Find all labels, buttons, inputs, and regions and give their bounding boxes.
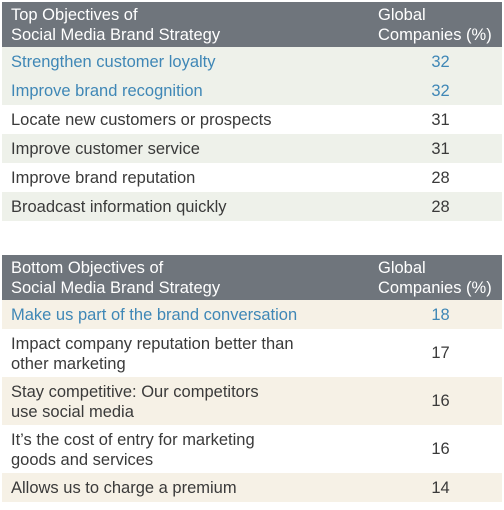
top-table-header-objectives: Top Objectives of Social Media Brand Str…: [2, 5, 372, 45]
header-line: Global: [378, 5, 426, 24]
table-row: Improve customer service 31: [2, 134, 502, 163]
table-row: Locate new customers or prospects 31: [2, 105, 502, 134]
row-value: 31: [431, 110, 450, 129]
bottom-table-header: Bottom Objectives of Social Media Brand …: [2, 255, 502, 300]
row-label: Improve customer service: [11, 139, 200, 158]
header-line: Global: [378, 258, 426, 277]
header-line: Social Media Brand Strategy: [11, 25, 221, 44]
row-label: Improve brand recognition: [11, 81, 203, 100]
row-label: Stay competitive: Our competitors use so…: [2, 381, 372, 422]
row-label: Strengthen customer loyalty: [11, 52, 216, 71]
table-row: Impact company reputation better than ot…: [2, 329, 502, 377]
row-label-line: goods and services: [11, 450, 154, 469]
row-value: 14: [431, 478, 450, 497]
row-label-line: Stay competitive: Our competitors: [11, 382, 259, 401]
table-row: Make us part of the brand conversation 1…: [2, 300, 502, 329]
row-label: Allows us to charge a premium: [11, 478, 237, 497]
table-row: It’s the cost of entry for marketing goo…: [2, 425, 502, 473]
table-row: Improve brand recognition 32: [2, 76, 502, 105]
row-label: It’s the cost of entry for marketing goo…: [2, 429, 372, 470]
row-value: 28: [431, 168, 450, 187]
row-label-line: other marketing: [11, 354, 126, 373]
row-label-line: It’s the cost of entry for marketing: [11, 430, 255, 449]
table-row: Strengthen customer loyalty 32: [2, 47, 502, 76]
row-value: 31: [431, 139, 450, 158]
bottom-objectives-table: Bottom Objectives of Social Media Brand …: [2, 255, 502, 502]
row-value: 16: [431, 440, 450, 458]
row-label: Make us part of the brand conversation: [11, 305, 298, 324]
header-line: Top Objectives of: [11, 5, 138, 24]
table-row: Broadcast information quickly 28: [2, 192, 502, 221]
row-label-line: Impact company reputation better than: [11, 334, 294, 353]
row-value: 32: [431, 81, 450, 100]
table-row: Improve brand reputation 28: [2, 163, 502, 192]
row-value: 18: [431, 305, 450, 324]
row-label: Impact company reputation better than ot…: [2, 333, 372, 374]
header-line: Social Media Brand Strategy: [11, 278, 221, 297]
header-line: Bottom Objectives of: [11, 258, 164, 277]
row-label: Improve brand reputation: [11, 168, 196, 187]
row-value: 32: [431, 52, 450, 71]
table-row: Stay competitive: Our competitors use so…: [2, 377, 502, 425]
row-value: 17: [431, 344, 450, 362]
table-row: Allows us to charge a premium 14: [2, 473, 502, 502]
bottom-table-header-objectives: Bottom Objectives of Social Media Brand …: [2, 258, 372, 298]
row-label: Broadcast information quickly: [11, 197, 227, 216]
top-table-header-percent: Global Companies (%): [372, 5, 502, 45]
row-value: 28: [431, 197, 450, 216]
row-value: 16: [431, 392, 450, 410]
bottom-table-header-percent: Global Companies (%): [372, 258, 502, 298]
top-objectives-table: Top Objectives of Social Media Brand Str…: [2, 2, 502, 221]
row-label: Locate new customers or prospects: [11, 110, 272, 129]
top-table-header: Top Objectives of Social Media Brand Str…: [2, 2, 502, 47]
header-line: Companies (%): [378, 278, 492, 297]
row-label-line: use social media: [11, 402, 134, 421]
header-line: Companies (%): [378, 25, 492, 44]
